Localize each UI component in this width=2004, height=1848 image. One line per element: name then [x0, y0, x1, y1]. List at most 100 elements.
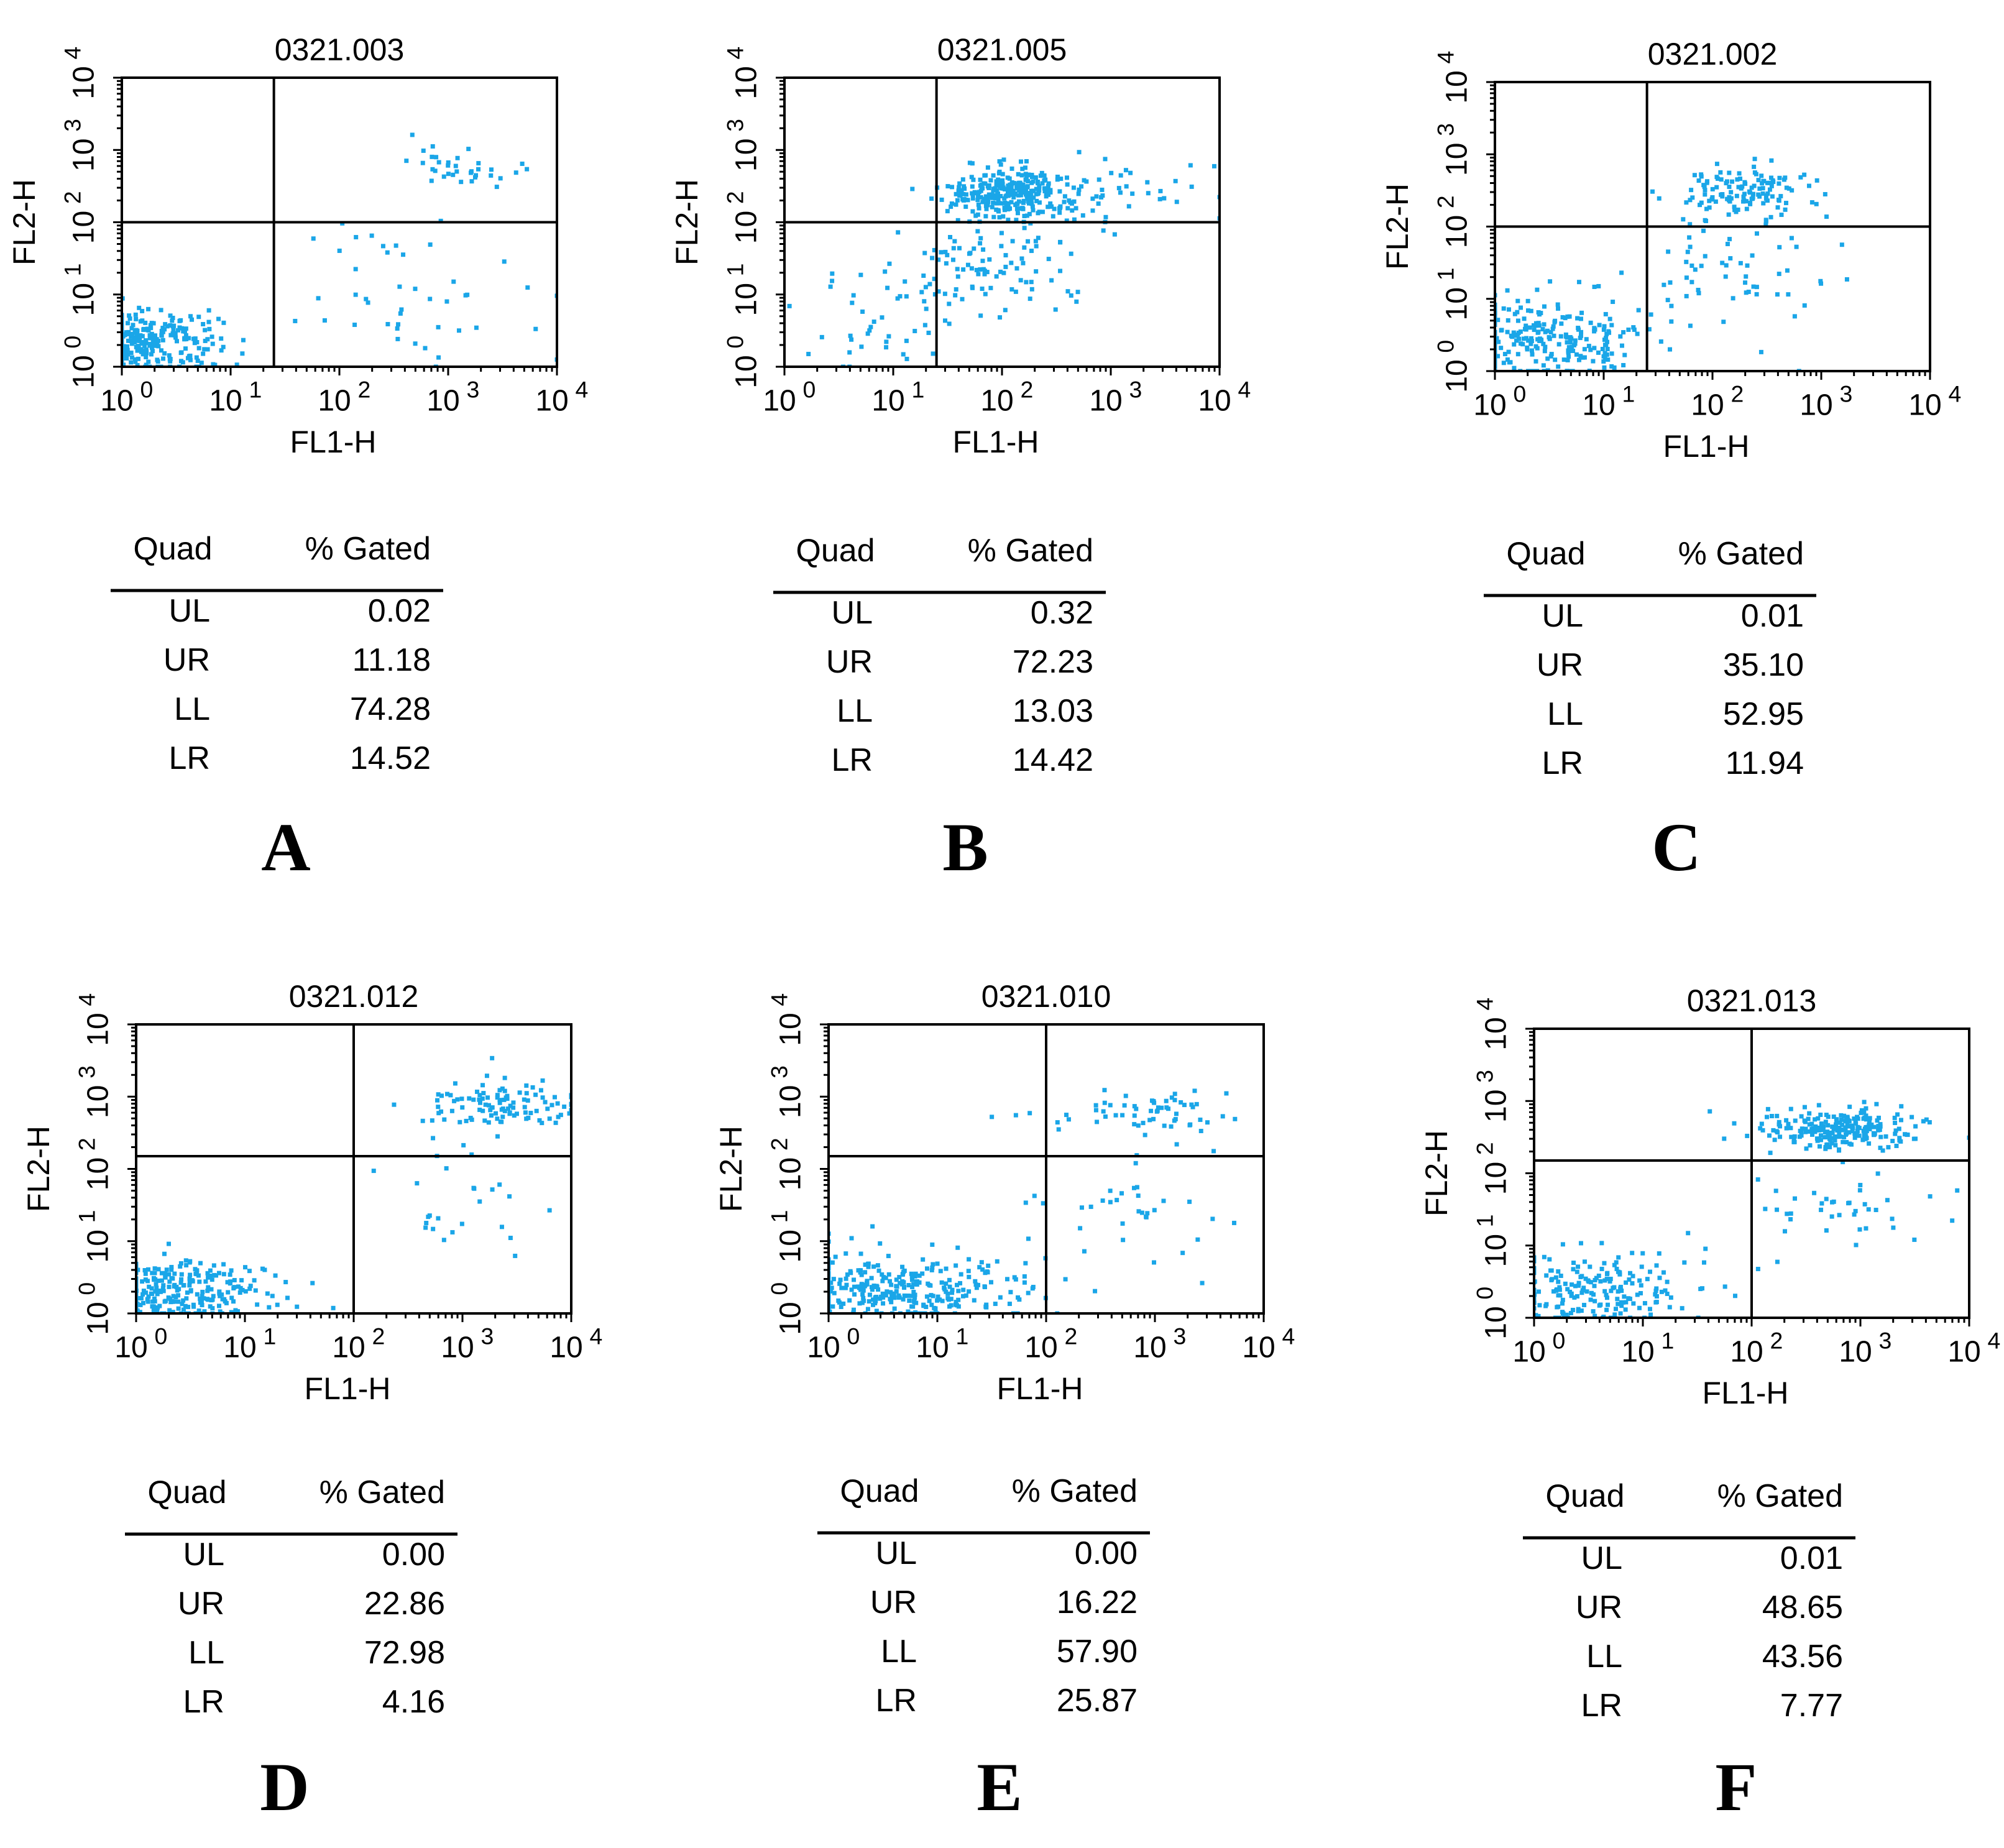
quad-name: UR — [1537, 647, 1583, 683]
svg-text:10: 10 — [1441, 359, 1474, 392]
scatter-point — [1802, 172, 1807, 177]
scatter-point — [477, 1093, 482, 1098]
scatter-point — [1551, 324, 1556, 329]
scatter-point — [1082, 178, 1087, 183]
svg-text:1: 1 — [766, 1210, 793, 1223]
scatter-point — [1808, 1143, 1813, 1148]
scatter-point — [1808, 1129, 1813, 1134]
scatter-point — [1867, 1122, 1872, 1127]
scatter-point — [865, 1279, 870, 1284]
scatter-point — [1601, 359, 1606, 364]
scatter-point — [1760, 1128, 1765, 1133]
scatter-point — [1115, 1198, 1119, 1203]
scatter-point — [436, 1111, 441, 1116]
scatter-point — [1744, 206, 1749, 211]
scatter-point — [209, 334, 214, 339]
scatter-point — [195, 340, 200, 345]
scatter-point — [253, 1288, 258, 1293]
svg-text:1: 1 — [249, 377, 262, 403]
scatter-point — [1608, 1276, 1613, 1281]
scatter-point — [828, 284, 833, 289]
scatter-point — [1765, 191, 1770, 196]
scatter-point — [1713, 199, 1718, 204]
scatter-point — [909, 1277, 914, 1282]
scatter-point — [1018, 190, 1023, 195]
scatter-point — [144, 349, 149, 354]
scatter-point — [146, 1267, 151, 1272]
scatter-point — [353, 292, 358, 297]
scatter-point — [145, 1299, 150, 1304]
scatter-point — [1169, 1124, 1174, 1129]
scatter-point — [1006, 183, 1011, 188]
scatter-point — [1549, 1268, 1554, 1273]
scatter-point — [1614, 1260, 1619, 1265]
scatter-points — [122, 132, 557, 367]
scatter-point — [1627, 1297, 1632, 1302]
scatter-point — [139, 349, 144, 354]
svg-text:1: 1 — [263, 1323, 276, 1349]
svg-text:0: 0 — [1552, 1328, 1565, 1354]
scatter-point — [958, 1272, 963, 1277]
scatter-point — [1022, 1274, 1027, 1279]
scatter-point — [1025, 185, 1030, 190]
scatter-point — [331, 1305, 336, 1310]
scatter-point — [1722, 1136, 1727, 1141]
scatter-point — [1630, 1281, 1635, 1286]
scatter-point — [148, 323, 153, 328]
scatter-point — [1647, 327, 1652, 332]
scatter-point — [1592, 1284, 1597, 1289]
scatter-point — [1586, 1278, 1591, 1283]
scatter-point — [996, 197, 1001, 202]
scatter-point — [1763, 1207, 1768, 1211]
scatter-point — [180, 326, 185, 331]
scatter-point — [1755, 1267, 1760, 1272]
scatter-point — [1013, 1277, 1018, 1282]
scatter-point — [1731, 296, 1735, 301]
scatter-point — [978, 177, 983, 182]
y-tick-label: 100 — [60, 336, 101, 388]
scatter-point — [201, 351, 206, 356]
scatter-point — [1133, 1161, 1138, 1165]
scatter-point — [1783, 1229, 1788, 1234]
scatter-point — [894, 1289, 899, 1294]
scatter-point — [162, 1251, 167, 1256]
scatter-point — [1618, 1311, 1623, 1316]
y-tick-label: 101 — [766, 1210, 807, 1262]
scatter-point — [1548, 354, 1553, 359]
scatter-point — [1609, 1289, 1614, 1294]
scatter-point — [221, 1272, 226, 1277]
scatter-point — [1830, 1124, 1835, 1129]
scatter-point — [310, 1280, 315, 1285]
svg-text:2: 2 — [766, 1138, 793, 1151]
scatter-point — [907, 1298, 912, 1303]
scatter-point — [806, 352, 811, 357]
scatter-point — [1535, 346, 1540, 351]
scatter-point — [894, 1284, 899, 1289]
scatter-point — [540, 1095, 545, 1100]
svg-text:10: 10 — [980, 385, 1013, 418]
scatter-point — [1014, 201, 1019, 206]
scatter-point — [889, 1293, 894, 1298]
scatter-point — [1752, 170, 1757, 175]
scatter-point — [469, 169, 474, 174]
scatter-point — [188, 1259, 193, 1264]
scatter-point — [957, 193, 962, 198]
scatter-point — [1622, 1294, 1627, 1299]
panel-letter: D — [260, 1749, 309, 1825]
svg-text:0: 0 — [1513, 381, 1526, 407]
scatter-point — [858, 1251, 863, 1256]
scatter-point — [868, 324, 873, 329]
scatter-point — [1100, 187, 1105, 192]
scatter-point — [1557, 1285, 1562, 1290]
scatter-point — [1696, 178, 1701, 183]
scatter-point — [1789, 1134, 1794, 1139]
scatter-point — [140, 352, 145, 357]
scatter-point — [1120, 1221, 1125, 1226]
scatter-point — [1689, 188, 1694, 193]
scatter-point — [1198, 1128, 1203, 1133]
scatter-point — [1560, 1311, 1565, 1316]
x-tick-label: 10 2 — [1024, 1323, 1077, 1364]
svg-text:10: 10 — [549, 1331, 582, 1364]
scatter-point — [177, 318, 182, 323]
scatter-point — [1748, 201, 1753, 206]
